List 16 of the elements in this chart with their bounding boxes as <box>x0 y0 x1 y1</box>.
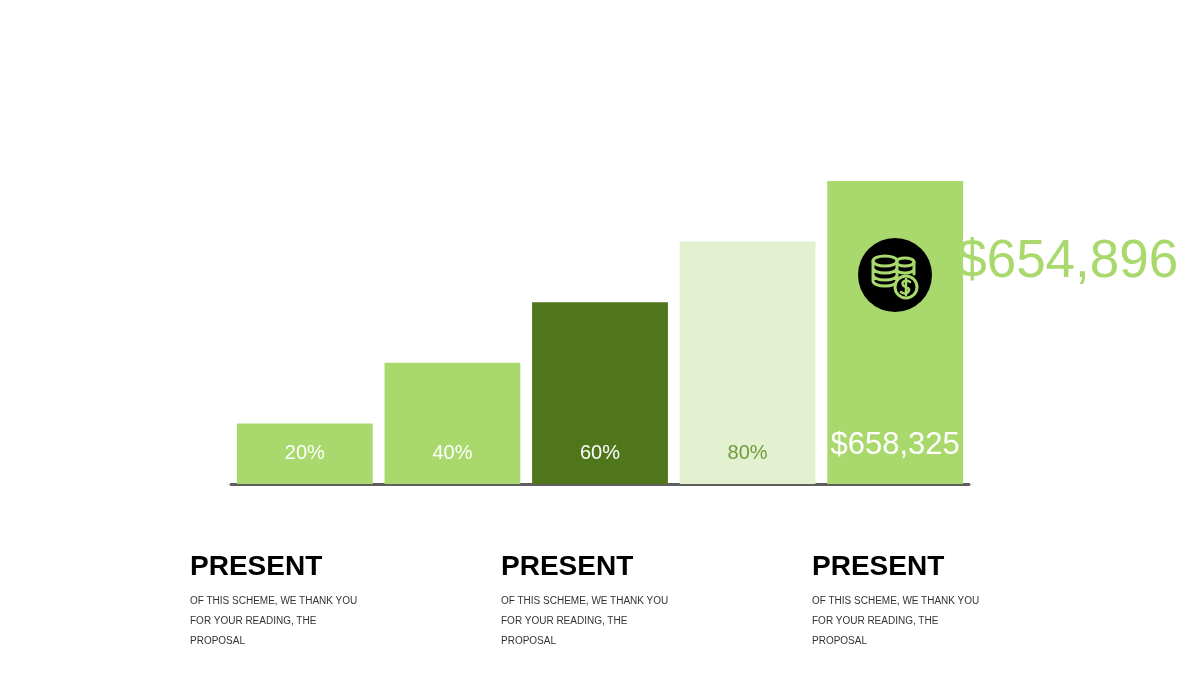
data-label: 40% <box>432 441 473 463</box>
data-label: 20% <box>284 441 326 463</box>
text: PRESENT <box>190 550 324 581</box>
text: PRESENT <box>812 550 946 581</box>
bar <box>532 302 668 484</box>
bar <box>384 362 521 484</box>
annotation: $658,325 <box>829 426 961 461</box>
text: OF THIS SCHEME, WE THANK YOU FOR YOUR READING, THE PROPOSAL <box>501 594 670 648</box>
text: OF THIS SCHEME, WE THANK YOU FOR YOUR READING, THE PROPOSAL <box>190 594 359 648</box>
text: OF THIS SCHEME, WE THANK YOU FOR YOUR READING, THE PROPOSAL <box>812 594 981 648</box>
bar <box>679 241 816 484</box>
data-label: 80% <box>727 441 768 463</box>
text: PRESENT <box>501 550 635 581</box>
annotation: $654,896 <box>957 228 1179 288</box>
bar <box>236 423 373 484</box>
data-label: 60% <box>579 441 621 463</box>
